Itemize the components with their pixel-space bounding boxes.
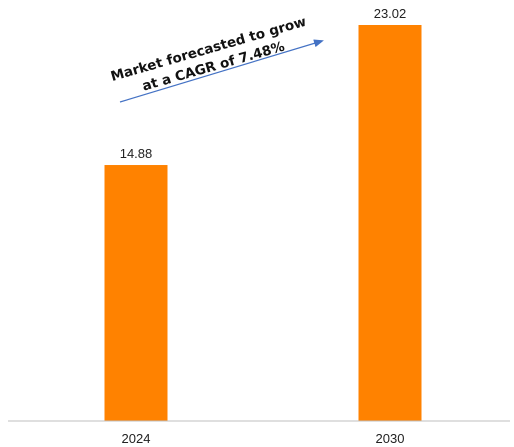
value-labels-layer: 14.88 23.02: [120, 6, 407, 161]
growth-arrow: [119, 39, 324, 103]
cagr-annotation: Market forecasted to grow at a CAGR of 7…: [109, 14, 308, 95]
x-tick-label-2024: 2024: [122, 431, 151, 446]
bars-layer: [104, 25, 422, 421]
x-tick-label-2030: 2030: [376, 431, 405, 446]
value-label-2024: 14.88: [120, 146, 153, 161]
value-label-2030: 23.02: [374, 6, 407, 21]
x-tick-labels-layer: 2024 2030: [122, 431, 405, 446]
bar-2024: [104, 165, 168, 421]
bar-2030: [358, 25, 422, 421]
